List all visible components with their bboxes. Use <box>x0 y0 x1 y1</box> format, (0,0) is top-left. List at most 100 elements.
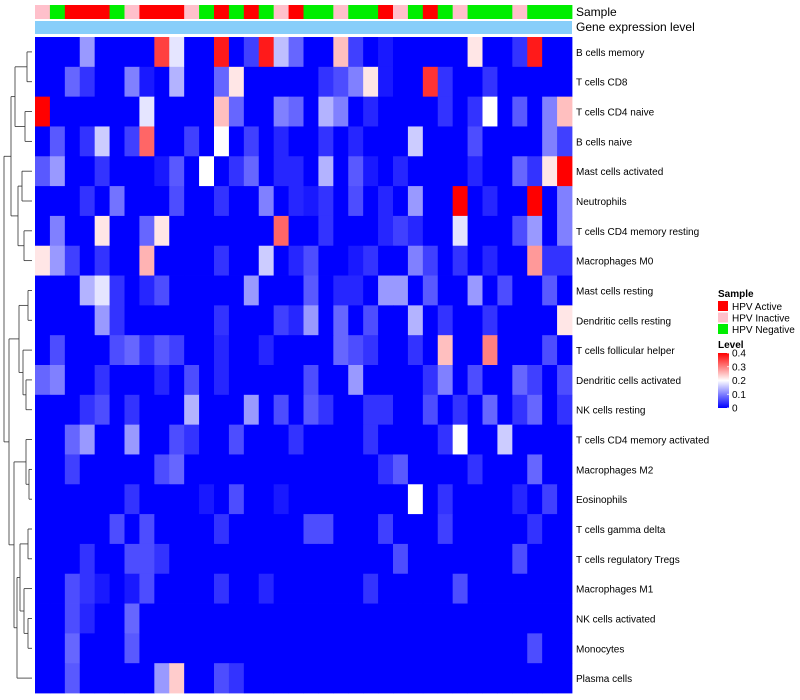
heatmap-cell <box>512 335 528 366</box>
heatmap-cell <box>393 186 409 217</box>
colorbar-tick-label: 0.3 <box>732 362 746 373</box>
heatmap-cell <box>407 335 424 366</box>
heatmap-cell <box>378 454 394 485</box>
heatmap-cell <box>393 37 409 68</box>
heatmap-cell <box>258 156 275 187</box>
heatmap-cell <box>407 663 424 694</box>
heatmap-cell <box>228 573 245 604</box>
heatmap-cell <box>422 484 439 515</box>
heatmap-cell <box>422 514 439 545</box>
heatmap-cell <box>333 66 349 98</box>
heatmap-cell <box>35 305 51 336</box>
heatmap-cell <box>94 245 110 276</box>
heatmap-cell <box>467 215 483 247</box>
heatmap-cell <box>407 66 424 98</box>
heatmap-cell <box>378 37 394 68</box>
heatmap-cell <box>109 484 125 515</box>
heatmap-cell <box>437 424 454 455</box>
heatmap-cell <box>184 215 200 247</box>
heatmap-cell <box>527 156 543 187</box>
heatmap-cell <box>393 514 409 545</box>
sample-annotation-cell <box>407 5 424 19</box>
heatmap-cell <box>139 37 155 68</box>
heatmap-cell <box>35 96 51 127</box>
heatmap-cell <box>348 424 364 455</box>
heatmap-cell <box>333 365 349 396</box>
heatmap-cell <box>109 126 125 157</box>
heatmap-cell <box>437 484 454 515</box>
heatmap-cell <box>452 424 468 455</box>
heatmap-cell <box>124 37 140 68</box>
heatmap-cell <box>303 96 319 127</box>
heatmap-cell <box>303 394 319 426</box>
heatmap-cell <box>542 573 558 604</box>
heatmap-cell <box>497 424 513 455</box>
heatmap-cell <box>422 186 439 217</box>
sample-annotation-cell <box>79 5 96 19</box>
sample-annotation-cell <box>497 5 513 19</box>
heatmap-cell <box>422 215 439 247</box>
heatmap-cell <box>258 126 275 157</box>
heatmap-cell <box>258 663 275 694</box>
heatmap-cell <box>64 663 81 694</box>
heatmap-cell <box>467 275 483 306</box>
heatmap-cell <box>378 573 394 604</box>
heatmap-cell <box>363 663 379 694</box>
heatmap-cell <box>79 633 96 664</box>
heatmap-cell <box>318 275 334 306</box>
row-label: T cells follicular helper <box>576 346 675 357</box>
heatmap-cell <box>393 484 409 515</box>
heatmap-cell <box>557 335 573 366</box>
heatmap-cell <box>497 543 513 575</box>
heatmap-cell <box>64 215 81 247</box>
heatmap-cell <box>378 275 394 306</box>
heatmap-cell <box>94 96 110 127</box>
sample-annotation-cell <box>288 5 304 19</box>
heatmap-cell <box>407 245 424 276</box>
heatmap-cell <box>154 96 170 127</box>
heatmap-cell <box>288 186 304 217</box>
heatmap-cell <box>139 663 155 694</box>
heatmap-cell <box>512 663 528 694</box>
heatmap-cell <box>243 365 260 396</box>
heatmap-cell <box>199 424 215 455</box>
heatmap-cell <box>154 66 170 98</box>
heatmap-cell <box>318 245 334 276</box>
heatmap-cell <box>512 126 528 157</box>
heatmap-cell <box>378 215 394 247</box>
heatmap-cell <box>542 245 558 276</box>
heatmap-cell <box>333 215 349 247</box>
heatmap-cell <box>318 365 334 396</box>
sample-annotation-cell <box>482 5 498 19</box>
heatmap-cell <box>79 275 96 306</box>
sample-annotation-cell <box>109 5 125 19</box>
heatmap-cell <box>228 245 245 276</box>
heatmap-cell <box>363 424 379 455</box>
heatmap-cell <box>348 156 364 187</box>
heatmap-cell <box>199 275 215 306</box>
heatmap-cell <box>94 126 110 157</box>
heatmap-cell <box>273 245 289 276</box>
heatmap-cell <box>557 424 573 455</box>
heatmap-cell <box>35 663 51 694</box>
heatmap-cell <box>273 454 289 485</box>
heatmap-cell <box>169 305 185 336</box>
heatmap-cell <box>79 573 96 604</box>
gene-expression-annotation-bar <box>35 21 572 34</box>
heatmap-cell <box>557 454 573 485</box>
heatmap-cell <box>542 156 558 187</box>
heatmap-cell <box>542 215 558 247</box>
heatmap-cell <box>184 633 200 664</box>
heatmap-cell <box>422 633 439 664</box>
heatmap-cell <box>497 603 513 634</box>
heatmap-cell <box>94 186 110 217</box>
heatmap-cell <box>243 484 260 515</box>
heatmap-cell <box>273 96 289 127</box>
heatmap-cell <box>154 245 170 276</box>
heatmap-cell <box>348 394 364 426</box>
heatmap-cell <box>228 603 245 634</box>
heatmap-cell <box>139 126 155 157</box>
heatmap-cell <box>527 484 543 515</box>
heatmap-cell <box>482 394 498 426</box>
